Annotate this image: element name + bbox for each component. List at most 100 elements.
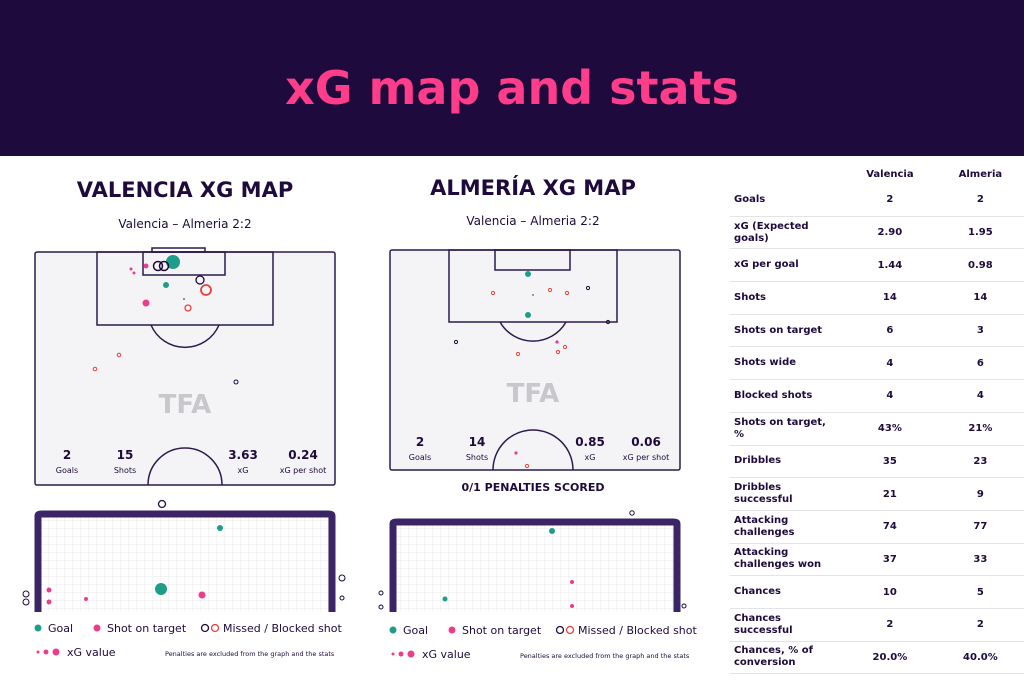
shot bbox=[143, 263, 149, 269]
cell-value: 1.44 bbox=[843, 248, 937, 283]
legend-on-target-icon bbox=[93, 624, 101, 632]
row-label: Dribbles successful bbox=[730, 477, 843, 511]
shot bbox=[163, 282, 169, 288]
table-row: xG (Expected goals) 2.90 1.95 bbox=[730, 216, 1024, 250]
legend-missed-icon bbox=[200, 623, 210, 633]
shot bbox=[442, 596, 448, 602]
map-title: ALMERÍA XG MAP bbox=[430, 175, 636, 200]
cell-value: 43% bbox=[843, 412, 937, 446]
cell-value: 20.0% bbox=[843, 641, 937, 675]
stat-value: 0.85 bbox=[575, 435, 605, 449]
shot bbox=[629, 510, 635, 516]
cell-value: 37 bbox=[843, 543, 937, 577]
cell-value: 10 bbox=[843, 575, 937, 609]
table-row: Shots 14 14 bbox=[730, 281, 1024, 315]
legend-xg-icon bbox=[391, 652, 395, 656]
table-row: Shots wide 4 6 bbox=[730, 346, 1024, 381]
table-row: Goals 2 2 bbox=[730, 184, 1024, 217]
table-row: xG per goal 1.44 0.98 bbox=[730, 248, 1024, 283]
shot bbox=[339, 595, 345, 601]
stat-label: xG per shot bbox=[623, 453, 670, 462]
legend-xg-icon bbox=[43, 649, 49, 655]
stat-value: 15 bbox=[117, 448, 134, 462]
stat-label: Goals bbox=[56, 466, 78, 475]
cell-value: 6 bbox=[936, 346, 1024, 381]
shot bbox=[547, 287, 553, 293]
table-row: Attacking challenges won 37 33 bbox=[730, 543, 1024, 577]
cell-value: 6 bbox=[843, 314, 937, 348]
table-row: Dribbles successful 21 9 bbox=[730, 477, 1024, 511]
cell-value: 40.0% bbox=[936, 641, 1024, 675]
map-title: VALENCIA XG MAP bbox=[77, 178, 293, 202]
g: Goal Shot on target Missed / Blocked shot x… bbox=[389, 624, 697, 661]
table-head: Valencia Almeria bbox=[730, 164, 1024, 184]
centre-circle bbox=[147, 447, 223, 486]
goal-frame bbox=[389, 518, 681, 612]
legend-goal-icon bbox=[34, 624, 42, 632]
cell-value: 0.98 bbox=[936, 248, 1024, 283]
goal-shots bbox=[378, 510, 687, 610]
stat-value: 3.63 bbox=[228, 448, 258, 462]
stat-value: 14 bbox=[469, 435, 486, 449]
cell-value: 9 bbox=[936, 477, 1024, 511]
cell-value: 21% bbox=[936, 412, 1024, 446]
row-label: Shots wide bbox=[730, 346, 843, 381]
row-label: Chances bbox=[730, 575, 843, 609]
stat-label: xG bbox=[238, 466, 249, 475]
net bbox=[390, 520, 680, 612]
row-label: Dribbles bbox=[730, 445, 843, 479]
cell-value: 2 bbox=[843, 608, 937, 642]
map-subtitle: Valencia – Almeria 2:2 bbox=[466, 214, 599, 228]
shot bbox=[605, 319, 611, 325]
legend-on-target: Shot on target bbox=[462, 624, 542, 637]
cell-value: 14 bbox=[936, 281, 1024, 315]
g: Goal Shot on target Missed / Blocked shot x… bbox=[34, 622, 342, 659]
shot bbox=[200, 284, 212, 296]
goal bbox=[151, 247, 206, 253]
shot bbox=[233, 379, 239, 385]
shot bbox=[524, 463, 530, 469]
stat-value: 2 bbox=[416, 435, 424, 449]
legend-xg: xG value bbox=[422, 648, 471, 661]
goal-shots bbox=[22, 499, 346, 606]
row-label: Attacking challenges won bbox=[730, 543, 843, 577]
stats-table: Valencia Almeria Goals 2 2 xG (Expected goals… bbox=[730, 164, 1024, 675]
table-row: Shots on target, % 43% 21% bbox=[730, 412, 1024, 446]
legend-blocked-icon bbox=[565, 625, 575, 635]
shot bbox=[570, 604, 574, 608]
shot bbox=[555, 349, 561, 355]
cell-value: 2 bbox=[843, 184, 937, 217]
cell-value: 33 bbox=[936, 543, 1024, 577]
legend-missed-icon bbox=[555, 625, 565, 635]
legend-goal: Goal bbox=[403, 624, 428, 637]
centre-circle bbox=[492, 429, 574, 471]
shot bbox=[525, 312, 531, 318]
cell-value: 21 bbox=[843, 477, 937, 511]
shot bbox=[84, 597, 88, 601]
stat-label: Shots bbox=[114, 466, 136, 475]
shot bbox=[184, 304, 192, 312]
g: 2 Goals 15 Shots 3.63 xG 0.24 xG per shot bbox=[56, 448, 326, 475]
cell-value: 4 bbox=[843, 379, 937, 413]
legend-xg: xG value bbox=[67, 646, 116, 659]
row-label: xG (Expected goals) bbox=[730, 216, 843, 250]
shot bbox=[514, 451, 518, 455]
row-label: Shots on target, % bbox=[730, 412, 843, 446]
legend-goal: Goal bbox=[48, 622, 73, 635]
goal-frame bbox=[34, 510, 336, 612]
cell-value: 23 bbox=[936, 445, 1024, 479]
shot bbox=[155, 583, 167, 595]
legend-footnote: Penalties are excluded from the graph an… bbox=[165, 650, 335, 658]
maps: VALENCIA XG MAP Valencia – Almeria 2:2 T… bbox=[22, 175, 697, 661]
table-row: Dribbles 35 23 bbox=[730, 445, 1024, 479]
shot bbox=[570, 580, 574, 584]
shot bbox=[378, 590, 384, 596]
legend-goal-icon bbox=[389, 626, 397, 634]
header-row: Valencia Almeria bbox=[730, 164, 1024, 184]
shot bbox=[217, 525, 223, 531]
penalty-arc bbox=[150, 324, 220, 349]
legend-xg-icon bbox=[36, 650, 40, 654]
table-row: Chances successful 2 2 bbox=[730, 608, 1024, 642]
shot bbox=[152, 260, 164, 272]
